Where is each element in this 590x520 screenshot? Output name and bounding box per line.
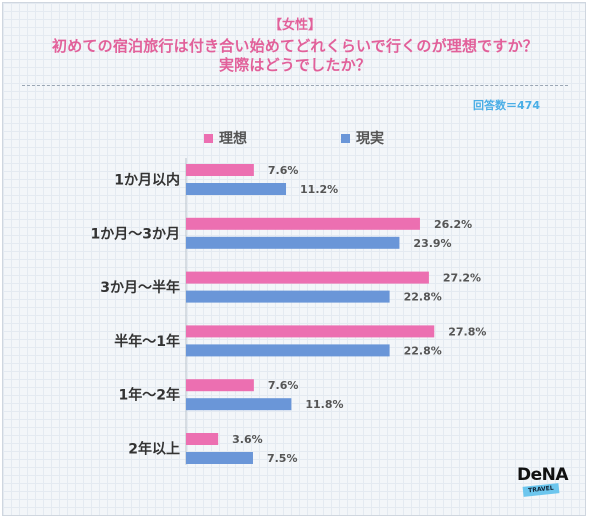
- bar-ideal: [186, 325, 435, 338]
- bar-actual: [186, 344, 390, 357]
- gender-label: 【女性】: [268, 18, 321, 33]
- bar-ideal: [186, 164, 254, 176]
- data-label: 23.9%: [413, 237, 451, 250]
- category-label: 2年以上: [128, 441, 180, 458]
- data-label: 22.8%: [404, 291, 442, 304]
- data-label: 22.8%: [404, 344, 442, 357]
- bar-ideal: [186, 379, 254, 392]
- bar-actual: [186, 290, 390, 303]
- chart-panel: [2, 2, 586, 516]
- category-label: 1か月以内: [114, 172, 180, 189]
- chart-title-line1: 初めての宿泊旅行は付き合い始めてどれくらいで行くのが理想ですか？: [52, 37, 538, 55]
- bar-actual: [186, 236, 400, 249]
- logo-wordmark: DeNA: [517, 465, 569, 485]
- category-label: 半年～1年: [114, 333, 180, 350]
- chart-title-line2: 実際はどうでしたか？: [218, 56, 371, 74]
- legend-actual: 現実: [341, 128, 384, 148]
- bar-ideal: [186, 433, 219, 445]
- logo-band: TRAVEL: [522, 483, 560, 497]
- data-label: 7.6%: [268, 379, 299, 392]
- data-label: 7.6%: [268, 164, 299, 177]
- bar-ideal: [186, 217, 420, 230]
- dena-travel-logo: DeNA TRAVEL: [517, 465, 569, 497]
- bar-actual: [186, 183, 287, 195]
- category-label: 1か月～3か月: [91, 226, 180, 242]
- bar-ideal: [186, 271, 429, 284]
- legend-ideal-label: 理想: [219, 131, 247, 147]
- data-label: 26.2%: [434, 218, 472, 231]
- data-label: 3.6%: [232, 433, 263, 446]
- data-label: 7.5%: [267, 452, 298, 465]
- legend-actual-label: 現実: [356, 131, 384, 147]
- data-label: 11.8%: [305, 398, 343, 411]
- bar-actual: [186, 398, 292, 411]
- title-divider: [22, 85, 568, 86]
- data-label: 27.8%: [448, 325, 486, 338]
- bar-actual: [186, 452, 253, 464]
- category-label: 3か月～半年: [100, 279, 180, 296]
- legend-actual-swatch: [341, 133, 350, 143]
- data-label: 27.2%: [443, 272, 481, 285]
- respondent-count: 回答数＝474: [473, 99, 540, 112]
- category-label: 1年～2年: [119, 387, 180, 404]
- data-label: 11.2%: [300, 183, 338, 196]
- legend-ideal: 理想: [204, 128, 247, 148]
- legend-ideal-swatch: [204, 133, 213, 143]
